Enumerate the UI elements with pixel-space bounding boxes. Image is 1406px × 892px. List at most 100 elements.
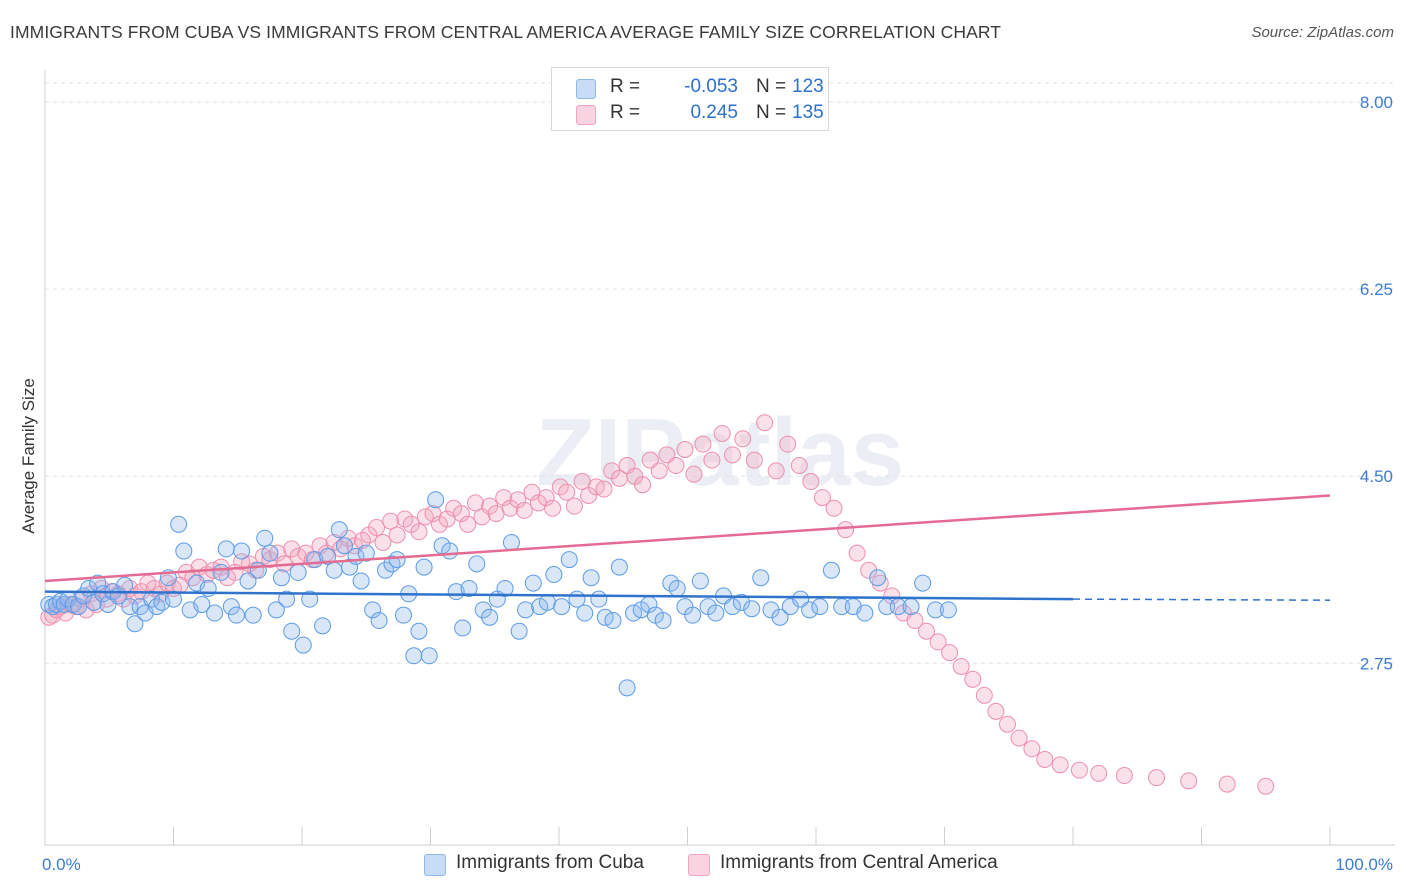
data-point-central-america xyxy=(745,451,763,469)
data-point-central-america xyxy=(1257,777,1275,795)
data-point-cuba xyxy=(576,604,594,622)
data-point-central-america xyxy=(1036,750,1054,768)
data-point-central-america xyxy=(297,544,315,562)
data-point-central-america xyxy=(998,715,1016,733)
data-point-cuba xyxy=(217,540,235,558)
data-point-central-america xyxy=(941,644,959,662)
data-point-cuba xyxy=(811,598,829,616)
data-point-cuba xyxy=(364,601,382,619)
data-point-central-america xyxy=(987,702,1005,720)
trend-lines xyxy=(44,494,1331,601)
data-point-cuba xyxy=(377,561,395,579)
data-point-central-america xyxy=(1180,772,1198,790)
data-point-central-america xyxy=(1115,767,1133,785)
legend-swatch-cuba xyxy=(424,854,446,876)
data-point-cuba xyxy=(319,547,337,565)
legend-r-value: 0.245 xyxy=(690,102,738,123)
data-point-central-america xyxy=(650,462,668,480)
data-point-central-america xyxy=(975,686,993,704)
correlation-legend: R = -0.053 N = 123 R = 0.245 N = 135 xyxy=(551,67,829,131)
data-point-cuba xyxy=(283,622,301,640)
data-point-central-america xyxy=(388,526,406,544)
data-point-central-america xyxy=(558,483,576,501)
data-point-cuba xyxy=(914,574,932,592)
legend-swatch-central-america xyxy=(576,105,596,125)
data-point-cuba xyxy=(481,608,499,626)
data-point-cuba xyxy=(267,601,285,619)
data-point-cuba xyxy=(668,579,686,597)
data-point-central-america xyxy=(734,430,752,448)
data-point-cuba xyxy=(771,608,789,626)
data-point-cuba xyxy=(69,598,87,616)
data-point-central-america xyxy=(676,440,694,458)
data-point-cuba xyxy=(193,595,211,613)
data-point-central-america xyxy=(382,512,400,530)
data-point-cuba xyxy=(468,555,486,573)
data-point-cuba xyxy=(582,569,600,587)
data-point-central-america xyxy=(667,457,685,475)
data-point-cuba xyxy=(610,558,628,576)
data-point-cuba xyxy=(395,606,413,624)
data-point-cuba xyxy=(869,569,887,587)
data-point-central-america xyxy=(713,424,731,442)
data-point-central-america xyxy=(929,633,947,651)
data-point-central-america xyxy=(848,544,866,562)
data-point-central-america xyxy=(1148,769,1166,787)
y-tick-label: 6.25 xyxy=(1360,280,1393,299)
legend-swatch-cuba xyxy=(576,79,596,99)
data-point-central-america xyxy=(515,501,533,519)
watermark: ZIPatlas xyxy=(536,399,904,506)
data-point-cuba xyxy=(388,551,406,569)
data-point-central-america xyxy=(813,489,831,507)
data-point-central-america xyxy=(685,465,703,483)
data-point-central-america xyxy=(952,657,970,675)
data-point-cuba xyxy=(175,542,193,560)
data-point-cuba xyxy=(126,615,144,633)
data-point-central-america xyxy=(495,489,513,507)
data-point-central-america xyxy=(694,435,712,453)
y-axis-title: Average Family Size xyxy=(19,378,38,534)
data-point-central-america xyxy=(509,491,527,509)
y-tick-label: 8.00 xyxy=(1360,93,1393,112)
data-point-central-america xyxy=(634,476,652,494)
data-point-cuba xyxy=(405,647,423,665)
data-point-cuba xyxy=(165,590,182,608)
data-point-cuba xyxy=(454,619,472,637)
data-point-central-america xyxy=(466,494,484,512)
data-point-central-america xyxy=(723,446,741,464)
data-point-central-america xyxy=(918,622,936,640)
data-point-central-america xyxy=(459,515,477,533)
legend-r-label: R = xyxy=(610,102,641,123)
data-point-cuba xyxy=(325,561,343,579)
data-point-cuba xyxy=(272,569,290,587)
data-point-cuba xyxy=(121,598,139,616)
data-point-cuba xyxy=(410,622,428,640)
data-point-cuba xyxy=(227,606,245,624)
data-point-central-america xyxy=(1218,775,1236,793)
trend-line-central-america xyxy=(44,494,1331,583)
data-point-cuba xyxy=(352,572,370,590)
data-point-cuba xyxy=(249,561,267,579)
data-point-cuba xyxy=(116,576,134,594)
chart-source: Source: ZipAtlas.com xyxy=(1251,24,1394,41)
data-point-cuba xyxy=(256,529,274,547)
y-tick-label: 4.50 xyxy=(1360,467,1393,486)
x-tick-label-min: 0.0% xyxy=(42,855,81,874)
data-point-cuba xyxy=(684,606,702,624)
data-point-cuba xyxy=(212,563,230,581)
data-point-cuba xyxy=(460,579,478,597)
data-point-central-america xyxy=(883,587,901,605)
data-point-cuba xyxy=(314,617,332,635)
data-point-cuba xyxy=(568,590,586,608)
data-point-central-america xyxy=(802,473,820,491)
data-point-cuba xyxy=(822,561,840,579)
data-point-central-america xyxy=(779,435,797,453)
chart-title: IMMIGRANTS FROM CUBA VS IMMIGRANTS FROM … xyxy=(10,22,1002,42)
data-point-cuba xyxy=(496,579,514,597)
data-point-cuba xyxy=(517,601,535,619)
data-point-central-america xyxy=(1010,729,1028,747)
data-point-cuba xyxy=(902,598,920,616)
data-point-cuba xyxy=(370,612,388,630)
data-point-central-america xyxy=(487,505,505,523)
